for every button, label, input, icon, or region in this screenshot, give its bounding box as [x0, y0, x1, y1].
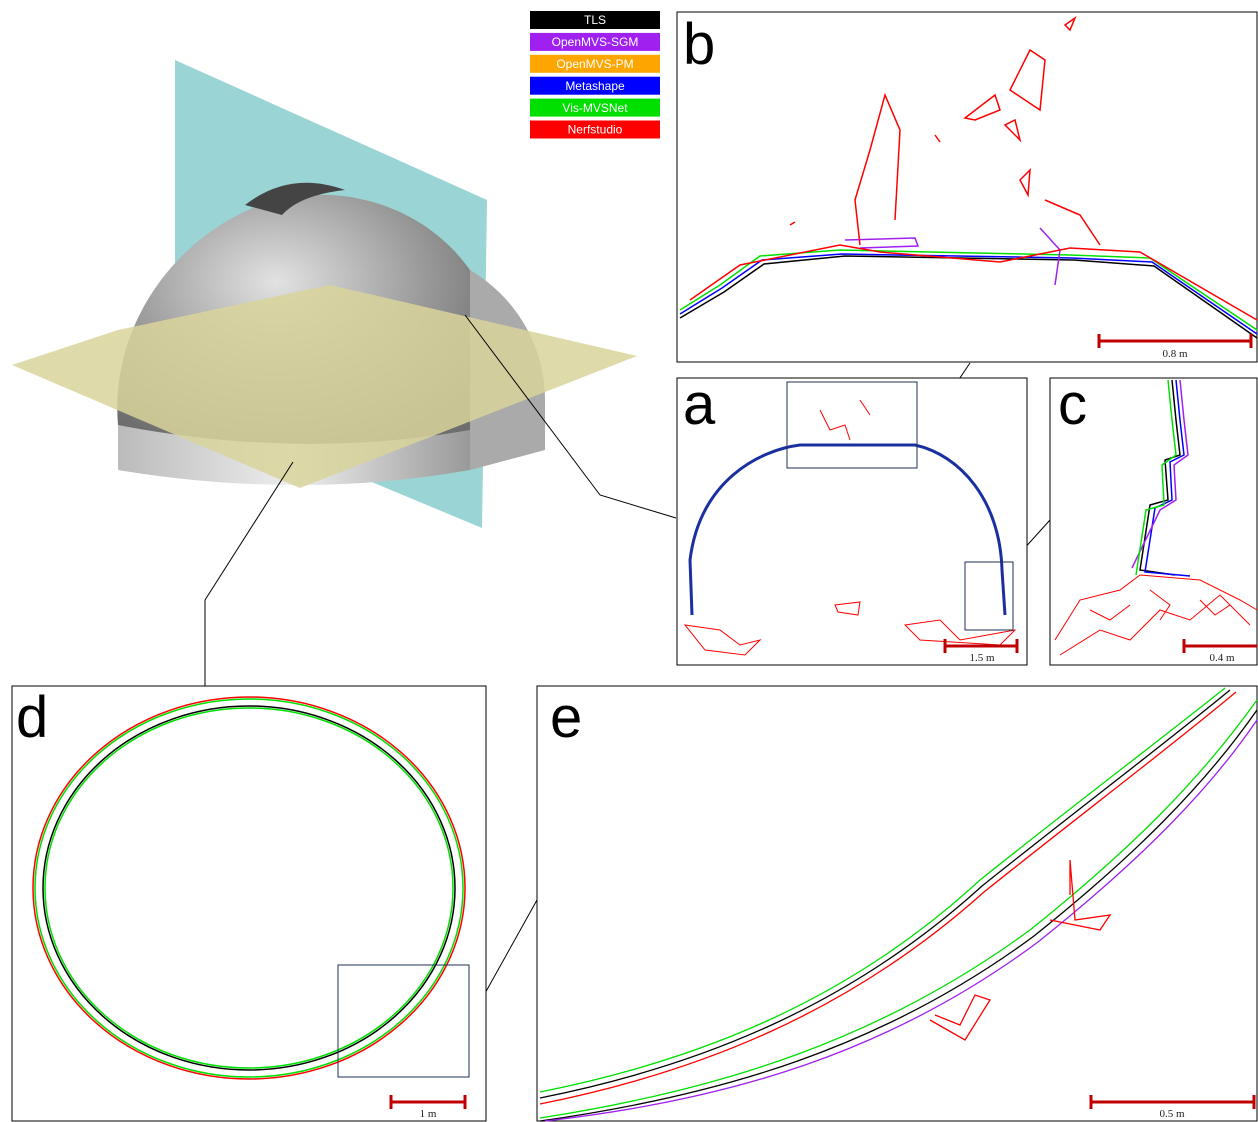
panel-label: c [1058, 372, 1087, 437]
legend-label: TLS [584, 13, 606, 27]
panel-e: e 0.5 m [537, 685, 1257, 1121]
panel-b: b 0.8 m [677, 12, 1257, 362]
panel-d: d 1 m [12, 685, 486, 1121]
panel-label: d [16, 685, 48, 750]
panel-label: a [683, 372, 716, 437]
scale-label: 0.5 m [1159, 1108, 1185, 1120]
legend-label: OpenMVS-SGM [552, 35, 639, 49]
legend-label: Vis-MVSNet [562, 101, 628, 115]
connector [205, 462, 293, 686]
scale-label: 0.8 m [1162, 348, 1188, 360]
legend-label: Nerfstudio [568, 123, 623, 137]
legend-label: Metashape [565, 79, 625, 93]
scale-label: 1 m [420, 1108, 437, 1120]
panel-frame [677, 378, 1027, 665]
figure: b 0.8 m a 1.5 m c 0.4 m [0, 0, 1258, 1122]
legend: TLS OpenMVS-SGM OpenMVS-PM Metashape Vis-MVS… [530, 11, 660, 139]
panel-c: c 0.4 m [1050, 372, 1257, 665]
panel-a: a 1.5 m [677, 372, 1027, 665]
scale-label: 0.4 m [1209, 652, 1235, 664]
legend-label: OpenMVS-PM [556, 57, 633, 71]
panel-label: b [683, 12, 715, 77]
panel-label: e [550, 685, 582, 750]
scale-label: 1.5 m [969, 652, 995, 664]
panel-frame [537, 686, 1257, 1121]
panel-frame [12, 686, 486, 1121]
horizontal-plane [12, 285, 637, 488]
panel-frame [677, 12, 1257, 362]
